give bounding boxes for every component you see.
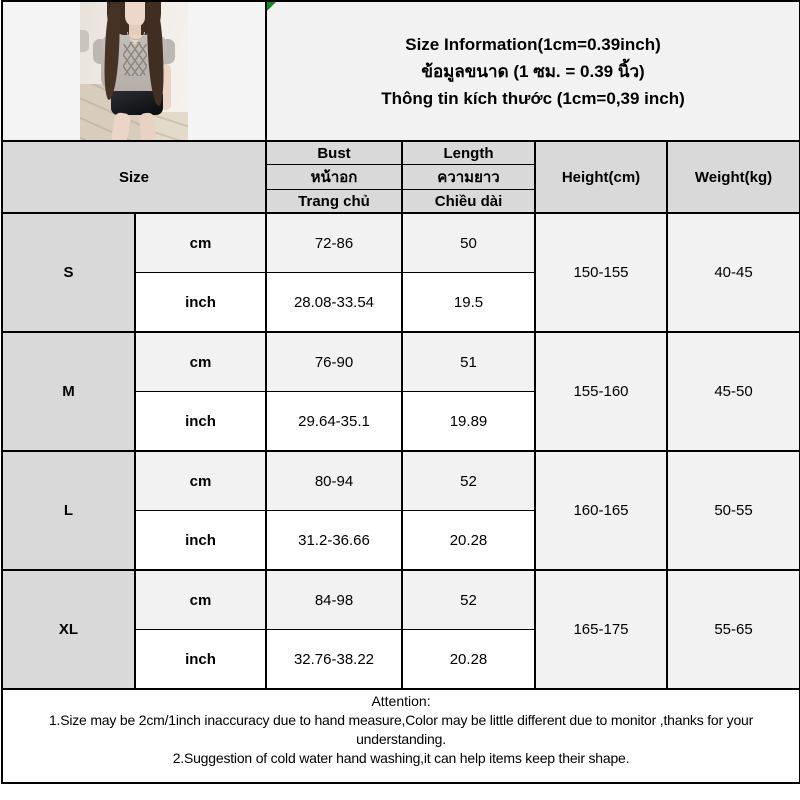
size-label-l: L (1, 450, 136, 571)
photo-v-neckline (127, 35, 143, 45)
unit-cm-label: cm (134, 569, 267, 630)
m-bust-inch: 29.64-35.1 (265, 391, 403, 452)
unit-cm-label: cm (134, 450, 267, 511)
s-height: 150-155 (534, 212, 668, 333)
attention-note-2: 2.Suggestion of cold water hand washing,… (172, 750, 630, 766)
product-photo-cell (1, 0, 267, 142)
l-height: 160-165 (534, 450, 668, 571)
xl-length-inch: 20.28 (401, 629, 536, 690)
m-length-cm: 51 (401, 331, 536, 392)
green-corner-marker (268, 3, 276, 11)
xl-bust-cm: 84-98 (265, 569, 403, 630)
attention-row: Attention: 1.Size may be 2cm/1inch inacc… (0, 688, 800, 784)
size-label-xl: XL (1, 569, 136, 690)
photo-face (125, 3, 145, 27)
attention-note-1: 1.Size may be 2cm/1inch inaccuracy due t… (48, 712, 754, 747)
unit-inch-label: inch (134, 510, 267, 571)
title-english: Size Information(1cm=0.39inch) (405, 34, 661, 54)
l-weight: 50-55 (665, 450, 800, 571)
s-length-cm: 50 (401, 212, 536, 273)
size-label-s: S (1, 212, 136, 333)
photo-lace-up-detail (123, 42, 147, 76)
unit-inch-label: inch (134, 391, 267, 452)
l-bust-cm: 80-94 (265, 450, 403, 511)
xl-bust-inch: 32.76-38.22 (265, 629, 403, 690)
bust-header-vi: Trang chủ (265, 189, 403, 214)
l-length-inch: 20.28 (401, 510, 536, 571)
s-bust-inch: 28.08-33.54 (265, 272, 403, 333)
product-photo (80, 3, 188, 139)
height-column-header: Height(cm) (534, 140, 668, 214)
length-header-vi: Chiều dài (401, 189, 536, 214)
s-weight: 40-45 (665, 212, 800, 333)
length-header-en: Length (401, 140, 536, 165)
photo-right-leg (138, 112, 157, 139)
title-thai: ข้อมูลขนาด (1 ซม. = 0.39 นิ้ว) (421, 61, 645, 81)
xl-weight: 55-65 (665, 569, 800, 690)
bust-header-en: Bust (265, 140, 403, 165)
l-length-cm: 52 (401, 450, 536, 511)
m-weight: 45-50 (665, 331, 800, 452)
header-row-thai: หน้าอก ความยาว (2, 164, 800, 190)
row-s-inch: inch 28.08-33.54 19.5 (2, 272, 800, 333)
row-l-inch: inch 31.2-36.66 20.28 (2, 510, 800, 571)
bust-header-th: หน้าอก (265, 164, 403, 190)
xl-length-cm: 52 (401, 569, 536, 630)
row-xl-inch: inch 32.76-38.22 20.28 (2, 629, 800, 690)
xl-height: 165-175 (534, 569, 668, 690)
row-l-cm: L cm 80-94 52 160-165 50-55 (1, 450, 800, 571)
m-length-inch: 19.89 (401, 391, 536, 452)
unit-inch-label: inch (134, 629, 267, 690)
top-band: Size Information(1cm=0.39inch) ข้อมูลขนา… (1, 0, 800, 142)
length-header-th: ความยาว (401, 164, 536, 190)
photo-right-arm (161, 64, 171, 110)
title-cell: Size Information(1cm=0.39inch) ข้อมูลขนา… (264, 0, 800, 142)
size-label-m: M (1, 331, 136, 452)
attention-box: Attention: 1.Size may be 2cm/1inch inacc… (0, 688, 800, 784)
photo-neck (129, 25, 141, 36)
title-vietnamese: Thông tin kích thước (1cm=0,39 inch) (381, 88, 685, 108)
unit-inch-label: inch (134, 272, 267, 333)
size-column-header: Size (1, 140, 267, 214)
unit-cm-label: cm (134, 212, 267, 273)
row-m-inch: inch 29.64-35.1 19.89 (2, 391, 800, 452)
row-xl-cm: XL cm 84-98 52 165-175 55-65 (1, 569, 800, 690)
row-s-cm: S cm 72-86 50 150-155 40-45 (1, 212, 800, 333)
m-bust-cm: 76-90 (265, 331, 403, 392)
row-m-cm: M cm 76-90 51 155-160 45-50 (1, 331, 800, 452)
s-bust-cm: 72-86 (265, 212, 403, 273)
weight-column-header: Weight(kg) (665, 140, 800, 214)
attention-heading: Attention: (371, 693, 431, 709)
photo-left-arm-edge (80, 30, 89, 52)
header-row-english: Size Bust Length Height(cm) Weight(kg) (1, 140, 800, 214)
unit-cm-label: cm (134, 331, 267, 392)
m-height: 155-160 (534, 331, 668, 452)
l-bust-inch: 31.2-36.66 (265, 510, 403, 571)
s-length-inch: 19.5 (401, 272, 536, 333)
